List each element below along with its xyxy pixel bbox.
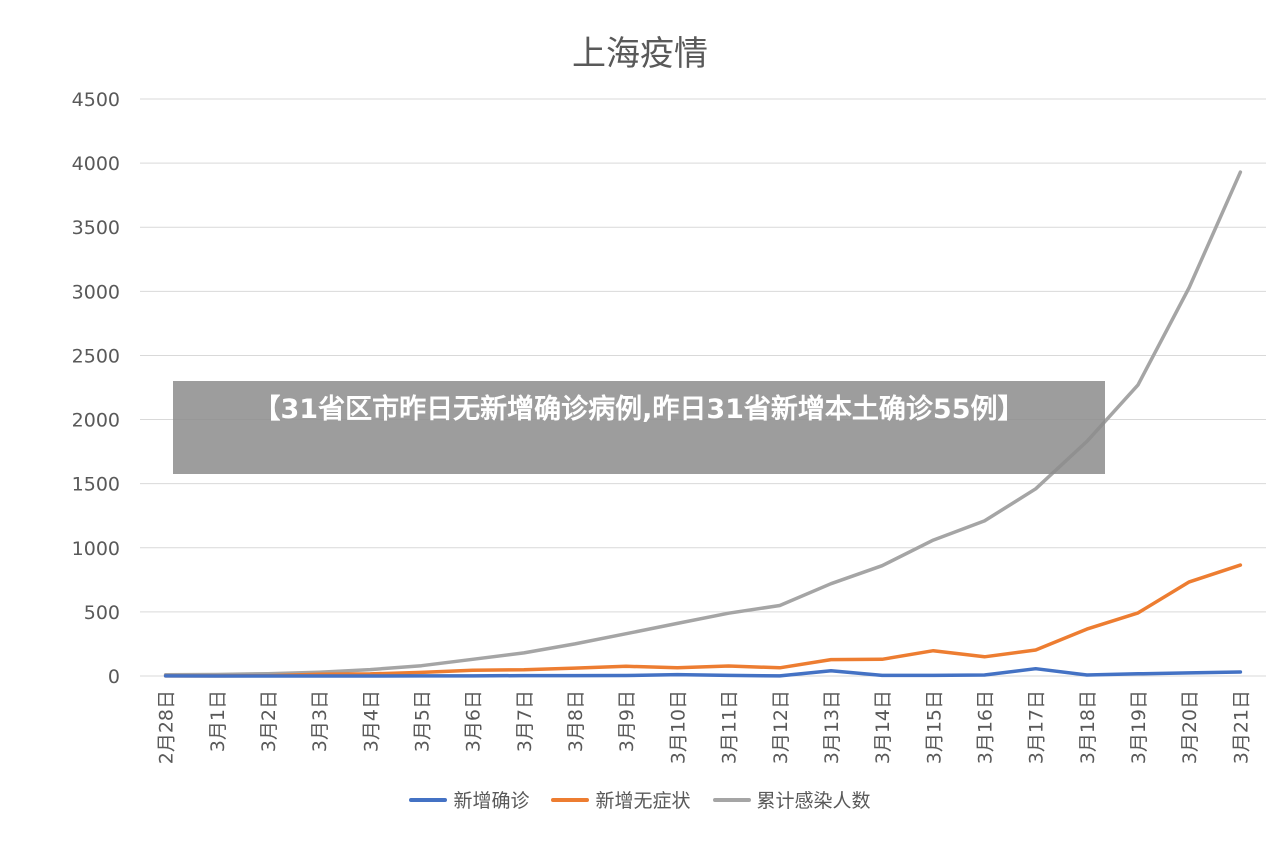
chart-title: 上海疫情 [572,34,708,74]
legend-label-new-confirmed: 新增确诊 [453,790,530,812]
legend: 新增确诊 新增无症状 累计感染人数 [0,786,1280,813]
y-tick-label: 3000 [72,281,120,303]
x-tick-label: 3月17日 [1026,690,1048,764]
legend-label-new-asymptomatic: 新增无症状 [595,790,691,812]
x-tick-label: 3月9日 [616,690,638,752]
y-tick-label: 2500 [72,345,120,367]
x-tick-label: 3月8日 [565,690,587,752]
x-tick-label: 2月28日 [156,690,178,764]
y-tick-label: 2000 [72,410,120,432]
x-tick-label: 3月19日 [1128,690,1150,764]
x-tick-label: 3月5日 [412,690,434,752]
x-tick-label: 3月16日 [975,690,997,764]
x-tick-label: 3月13日 [821,690,843,764]
x-tick-label: 3月7日 [514,690,536,752]
y-tick-label: 0 [108,666,120,688]
legend-item-new-confirmed: 新增确诊 [409,786,529,813]
x-tick-label: 3月14日 [872,690,894,764]
y-tick-label: 1500 [72,474,120,496]
y-tick-label: 3500 [72,217,120,239]
x-tick-label: 3月4日 [360,690,382,752]
x-tick-label: 3月15日 [923,690,945,764]
x-tick-label: 3月11日 [719,690,741,764]
y-axis-tick-labels: 0 500 1000 1500 2000 2500 3000 3500 4000 4500 [72,89,120,688]
y-tick-label: 4000 [72,153,120,175]
legend-label-cumulative: 累计感染人数 [756,790,871,812]
x-tick-label: 3月18日 [1077,690,1099,764]
x-tick-label: 3月12日 [770,690,792,764]
y-tick-label: 4500 [72,89,120,111]
x-tick-label: 3月3日 [309,690,331,752]
legend-swatch-cumulative [712,797,751,802]
legend-item-new-asymptomatic: 新增无症状 [551,786,691,813]
x-tick-label: 3月20日 [1179,690,1201,764]
x-tick-label: 3月2日 [258,690,280,752]
overlay-headline-banner: 【31省区市昨日无新增确诊病例,昨日31省新增本土确诊55例】 [173,381,1105,474]
x-tick-label: 3月10日 [667,690,689,764]
x-tick-label: 3月21日 [1230,690,1252,764]
x-tick-label: 3月1日 [207,690,229,752]
y-tick-label: 1000 [72,538,120,560]
x-tick-label: 3月6日 [463,690,485,752]
series-line-new-asymptomatic [163,563,1243,678]
legend-item-cumulative: 累计感染人数 [712,786,871,813]
series-line-new-confirmed [163,666,1243,678]
y-tick-label: 500 [84,602,120,624]
legend-swatch-new-confirmed [409,797,448,802]
x-axis-tick-labels: 2月28日 3月1日 3月2日 3月3日 3月4日 3月5日 3月6日 3月7日 3月8日 3月9… [156,690,1253,764]
legend-swatch-new-asymptomatic [551,797,590,802]
